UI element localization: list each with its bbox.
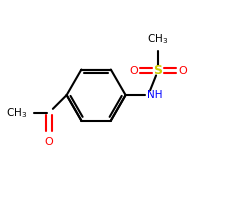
Text: O: O [178, 66, 187, 76]
Text: O: O [45, 137, 53, 147]
Text: S: S [154, 64, 162, 77]
Text: CH$_3$: CH$_3$ [147, 32, 169, 46]
Text: O: O [129, 66, 138, 76]
Text: NH: NH [147, 90, 162, 100]
Text: CH$_3$: CH$_3$ [6, 106, 27, 120]
